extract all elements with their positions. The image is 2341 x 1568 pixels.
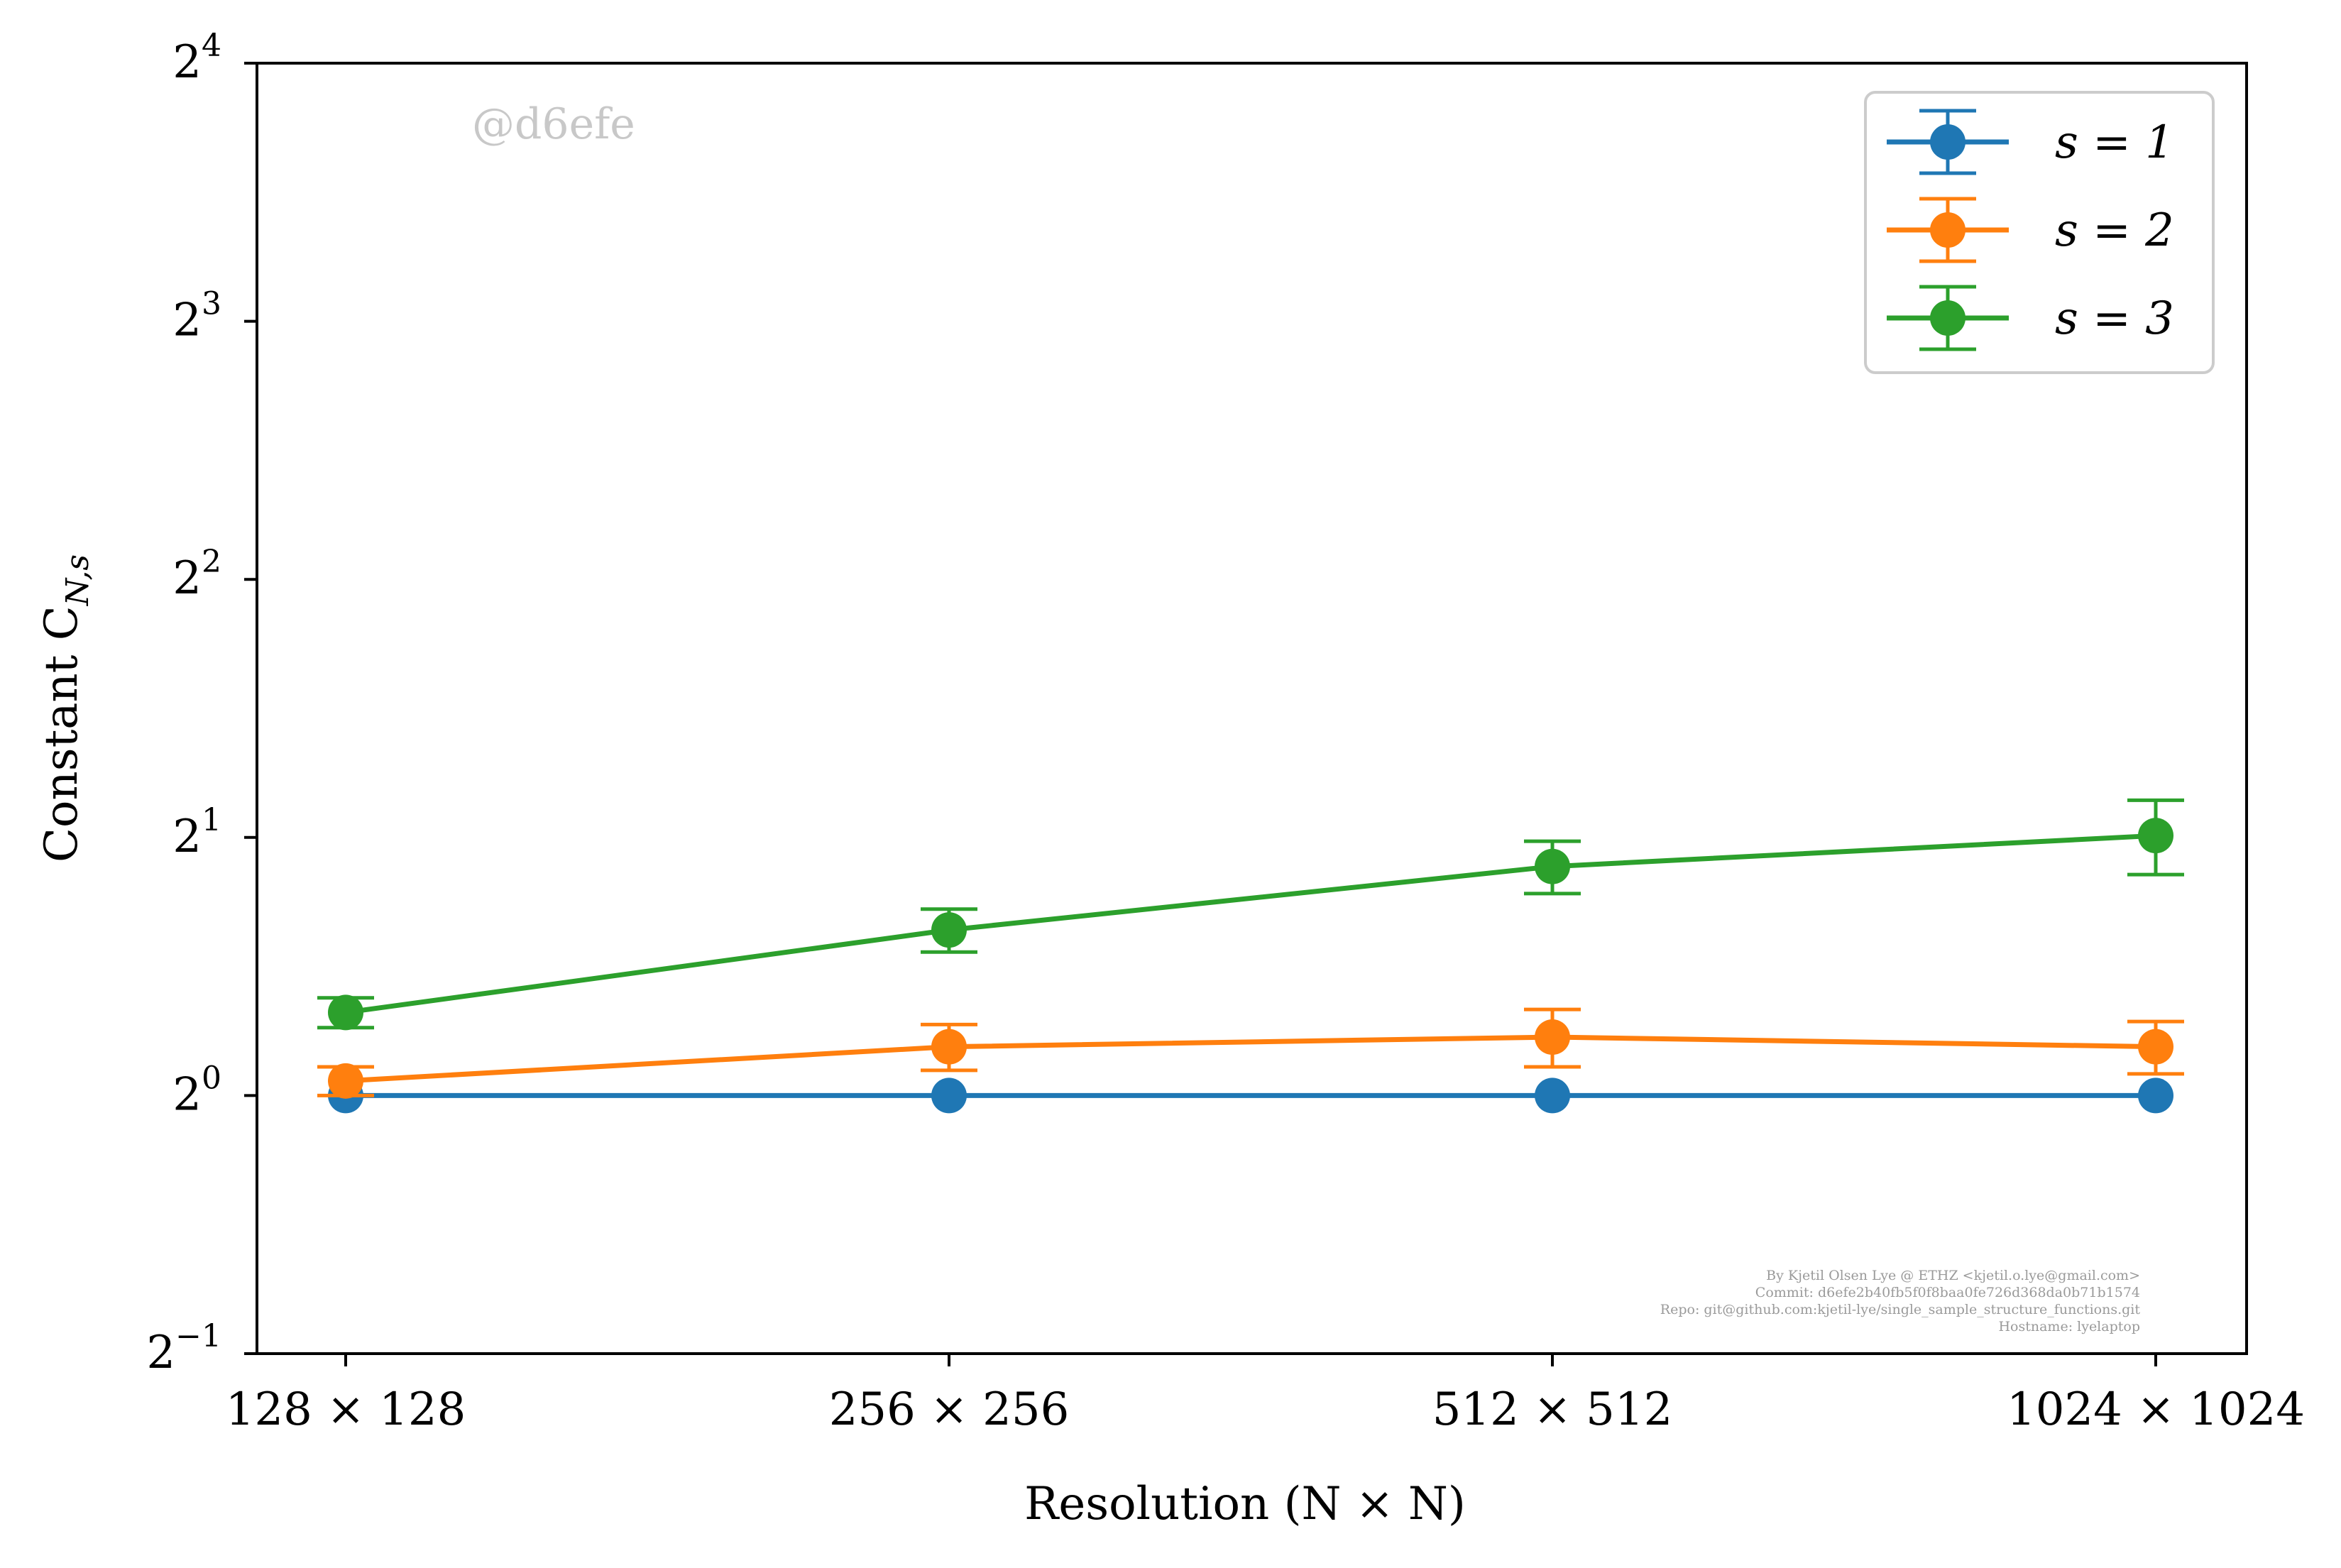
y-axis-label-subscript: N,s xyxy=(60,554,96,606)
y-tick-exponent: −1 xyxy=(175,1318,221,1354)
y-tick-label: 24 xyxy=(172,28,221,89)
credit-line-hostname: Hostname: lyelaptop xyxy=(1998,1319,2140,1334)
data-point xyxy=(328,1063,363,1099)
series-line xyxy=(345,833,2156,1015)
y-tick-exponent: 0 xyxy=(202,1060,221,1096)
y-axis-label: Constant CN,s xyxy=(35,554,96,862)
series-layer xyxy=(317,798,2184,1114)
y-tick-exponent: 1 xyxy=(202,802,221,838)
data-point xyxy=(2138,1078,2173,1114)
credits-block: By Kjetil Olsen Lye @ ETHZ <kjetil.o.lye… xyxy=(1660,1268,2141,1334)
credit-line-commit: Commit: d6efe2b40fb5f0f8baa0fe726d368da0… xyxy=(1755,1285,2140,1300)
y-tick-label: 23 xyxy=(172,286,221,347)
y-tick-label: 2−1 xyxy=(146,1318,221,1379)
y-tick-exponent: 3 xyxy=(202,286,221,322)
data-point xyxy=(328,994,363,1031)
y-tick-base: 2 xyxy=(146,1327,175,1379)
x-tick-label: 512 × 512 xyxy=(1432,1383,1673,1436)
credit-line-repo: Repo: git@github.com:kjetil-lye/single_s… xyxy=(1660,1302,2141,1317)
x-axis: 128 × 128 256 × 256 512 × 512 1024 × 1024 xyxy=(226,1354,2305,1436)
legend-label: s = 2 xyxy=(2055,204,2174,257)
legend-item-3: s = 3 xyxy=(1887,285,2174,351)
data-point xyxy=(1535,1078,1570,1114)
y-tick-exponent: 4 xyxy=(202,28,221,64)
series-3 xyxy=(317,798,2184,1031)
x-axis-label: Resolution (N × N) xyxy=(1024,1478,1466,1530)
y-tick-base: 2 xyxy=(172,36,202,89)
legend-swatch-marker xyxy=(1930,212,1966,248)
legend-label: s = 3 xyxy=(2055,292,2174,345)
legend-swatch-marker xyxy=(1930,124,1966,160)
data-point xyxy=(2138,818,2173,854)
series-2 xyxy=(317,1007,2184,1099)
y-tick-base: 2 xyxy=(172,552,202,605)
y-tick-exponent: 2 xyxy=(202,544,221,580)
legend-swatch-marker xyxy=(1930,300,1966,336)
data-point xyxy=(931,1078,967,1114)
data-point xyxy=(2138,1029,2173,1065)
x-tick-label: 128 × 128 xyxy=(226,1383,466,1436)
x-tick-label: 1024 × 1024 xyxy=(2007,1383,2305,1436)
y-tick-base: 2 xyxy=(172,295,202,347)
credit-line-author: By Kjetil Olsen Lye @ ETHZ <kjetil.o.lye… xyxy=(1766,1268,2140,1283)
y-tick-base: 2 xyxy=(172,1068,202,1121)
series-line xyxy=(345,1034,2156,1084)
legend-label: s = 1 xyxy=(2055,116,2174,169)
axes-frame xyxy=(256,62,2248,1355)
data-point xyxy=(931,1029,967,1065)
data-point xyxy=(1535,1019,1570,1056)
x-tick-label: 256 × 256 xyxy=(829,1383,1070,1436)
y-tick-label: 20 xyxy=(172,1060,221,1121)
legend-item-1: s = 1 xyxy=(1887,109,2174,175)
y-tick-label: 21 xyxy=(172,802,221,863)
legend: s = 1 s = 2 s = 3 xyxy=(1864,91,2215,374)
y-tick-label: 22 xyxy=(172,544,221,605)
y-axis-label-main: Constant C xyxy=(35,605,88,862)
data-point xyxy=(931,912,967,948)
data-point xyxy=(1535,848,1570,884)
legend-item-2: s = 2 xyxy=(1887,197,2174,263)
watermark-text: @d6efe xyxy=(472,99,635,149)
y-tick-base: 2 xyxy=(172,811,202,863)
